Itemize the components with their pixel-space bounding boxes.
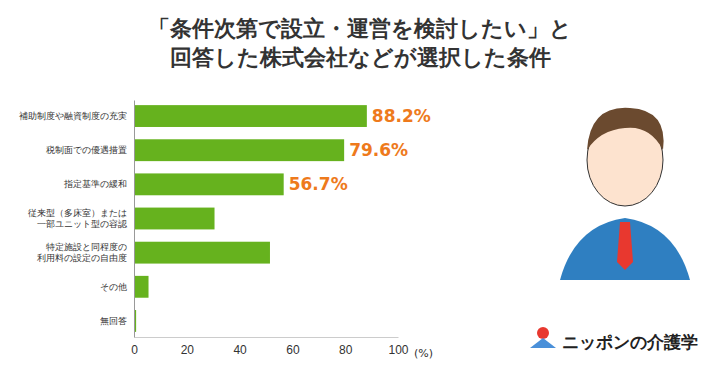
x-axis-label: (%): [414, 347, 433, 360]
figure-tie: [617, 222, 633, 270]
logo-icon: [537, 327, 549, 339]
logo-text: ニッポンの介護学: [562, 332, 698, 352]
y-axis-line: [134, 101, 135, 338]
x-tick-label: 0: [131, 343, 138, 357]
bar: [134, 242, 270, 264]
x-tick: 80: [339, 337, 353, 357]
x-tick: 0: [131, 337, 138, 357]
x-tick: 40: [233, 337, 247, 357]
logo-icon-base: [530, 338, 556, 348]
chart: 「条件次第で設立・運営を検討したい」と回答した株式会社などが選択した条件 0 20 4…: [0, 0, 720, 377]
data-label: 79.6%: [349, 140, 408, 160]
y-tick: その他: [100, 282, 134, 292]
bar: [134, 139, 344, 161]
y-tick-label: 補助制度や融資制度の充実: [19, 111, 127, 121]
x-tick-label: 40: [233, 343, 247, 357]
y-tick-label: 従来型（多床室）または一部ユニット型の容認: [28, 208, 127, 229]
x-tick-label: 20: [181, 343, 195, 357]
y-tick: 指定基準の緩和: [63, 179, 134, 189]
y-tick-label: 指定基準の緩和: [63, 179, 127, 189]
x-axis: 0 20 40 60 80 100: [131, 337, 409, 357]
x-tick: 20: [181, 337, 195, 357]
y-tick: 無回答: [100, 316, 134, 326]
y-axis: 補助制度や融資制度の充実税制面での優遇措置指定基準の緩和従来型（多床室）または一…: [19, 101, 135, 338]
logo: ニッポンの介護学: [530, 327, 698, 352]
bar: [134, 173, 284, 195]
figure-body: [560, 218, 690, 280]
y-tick-label: その他: [100, 282, 127, 292]
data-labels: 88.2% 79.6%56.7%: [289, 106, 431, 194]
y-tick: 特定施設と同程度の利用料の設定の自由度: [37, 242, 134, 263]
y-tick: 税制面での優遇措置: [46, 145, 134, 155]
title: 「条件次第で設立・運営を検討したい」と回答した株式会社などが選択した条件: [148, 16, 572, 70]
bars: [134, 105, 367, 332]
y-tick: 従来型（多床室）または一部ユニット型の容認: [28, 208, 134, 229]
bar: [134, 276, 149, 298]
data-label: 88.2%: [372, 106, 431, 126]
x-tick-label: 60: [286, 343, 300, 357]
data-label: 56.7%: [289, 174, 348, 194]
y-tick-label: 特定施設と同程度の利用料の設定の自由度: [37, 242, 127, 263]
figure-hair: [587, 108, 664, 150]
x-tick-label: 100: [388, 343, 408, 357]
x-tick-label: 80: [339, 343, 353, 357]
y-tick-label: 税制面での優遇措置: [46, 145, 127, 155]
x-tick: 60: [286, 337, 300, 357]
bar: [134, 105, 367, 127]
x-axis-line: [135, 337, 399, 338]
illustration: [560, 108, 690, 280]
y-tick: 補助制度や融資制度の充実: [19, 111, 134, 121]
y-tick-label: 無回答: [100, 316, 127, 326]
bar: [134, 208, 215, 230]
x-tick: 100: [388, 337, 408, 357]
